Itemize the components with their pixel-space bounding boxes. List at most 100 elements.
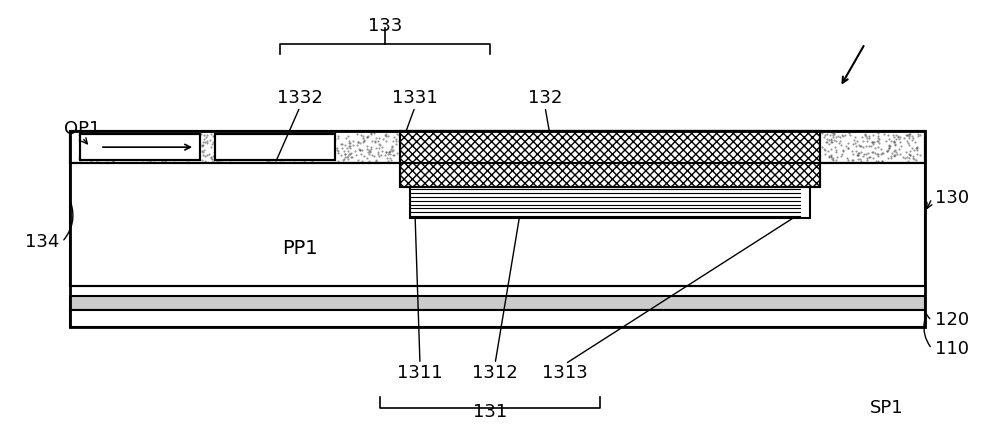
- Point: [236, 150, 252, 157]
- Point: [603, 140, 619, 147]
- Point: [767, 135, 783, 142]
- Point: [104, 138, 120, 145]
- Point: [662, 150, 678, 157]
- Point: [259, 140, 275, 147]
- Point: [396, 137, 412, 144]
- Point: [732, 155, 748, 162]
- Point: [183, 146, 199, 153]
- Point: [888, 132, 904, 139]
- Point: [884, 150, 900, 157]
- Point: [718, 133, 734, 140]
- Point: [844, 157, 860, 164]
- Point: [255, 145, 271, 152]
- Point: [631, 153, 647, 160]
- Point: [76, 152, 92, 159]
- Point: [864, 149, 880, 156]
- Point: [118, 147, 134, 154]
- Point: [350, 138, 366, 145]
- Point: [128, 144, 144, 151]
- Point: [452, 148, 468, 155]
- Point: [278, 135, 294, 142]
- Point: [162, 149, 178, 156]
- Point: [339, 154, 355, 161]
- Point: [562, 142, 578, 149]
- Point: [488, 139, 504, 146]
- Point: [88, 134, 104, 141]
- Point: [800, 135, 816, 142]
- Point: [785, 148, 801, 155]
- Point: [739, 157, 755, 164]
- Point: [127, 140, 143, 147]
- Point: [750, 153, 766, 160]
- Point: [566, 151, 582, 158]
- Point: [686, 131, 702, 138]
- Point: [400, 154, 416, 161]
- Point: [136, 136, 152, 143]
- Point: [773, 143, 789, 150]
- Point: [825, 157, 841, 164]
- Point: [817, 131, 833, 138]
- Text: 1331: 1331: [392, 89, 438, 107]
- Point: [185, 140, 201, 147]
- Point: [550, 143, 566, 150]
- Point: [84, 148, 100, 155]
- Point: [796, 149, 812, 156]
- Point: [805, 144, 821, 151]
- Point: [584, 134, 600, 141]
- Point: [153, 146, 169, 153]
- Point: [166, 140, 182, 146]
- Point: [132, 134, 148, 141]
- Point: [295, 135, 311, 142]
- Point: [82, 141, 98, 148]
- Point: [908, 144, 924, 151]
- Point: [100, 149, 116, 156]
- Point: [518, 131, 534, 138]
- Point: [343, 153, 359, 160]
- Point: [296, 148, 312, 155]
- Point: [653, 147, 669, 154]
- Point: [380, 151, 396, 158]
- Point: [734, 131, 750, 138]
- Point: [862, 153, 878, 160]
- Point: [533, 147, 549, 154]
- Point: [562, 140, 578, 146]
- Point: [88, 140, 104, 146]
- Point: [691, 148, 707, 155]
- Point: [633, 146, 649, 153]
- Point: [264, 136, 280, 143]
- Point: [334, 144, 350, 151]
- Point: [794, 143, 810, 150]
- Point: [795, 150, 811, 157]
- Point: [71, 155, 87, 162]
- Point: [253, 145, 269, 152]
- Point: [458, 148, 474, 155]
- Point: [273, 137, 289, 144]
- Point: [642, 141, 658, 148]
- Point: [831, 139, 847, 146]
- Point: [855, 143, 871, 150]
- Point: [388, 136, 404, 143]
- Point: [450, 152, 466, 159]
- Point: [746, 133, 762, 140]
- Point: [566, 137, 582, 144]
- Point: [726, 138, 742, 145]
- Point: [395, 155, 411, 162]
- Point: [741, 139, 757, 146]
- Point: [778, 137, 794, 144]
- Point: [459, 129, 475, 136]
- Point: [875, 150, 891, 157]
- Point: [521, 157, 537, 164]
- Point: [616, 131, 632, 138]
- Point: [263, 140, 279, 147]
- Point: [671, 144, 687, 151]
- Point: [552, 157, 568, 164]
- Point: [436, 138, 452, 145]
- Point: [665, 132, 681, 139]
- Point: [796, 149, 812, 156]
- Point: [483, 142, 499, 149]
- Point: [818, 139, 834, 146]
- Point: [523, 131, 539, 138]
- Point: [155, 133, 171, 140]
- Point: [121, 135, 137, 142]
- Point: [858, 143, 874, 150]
